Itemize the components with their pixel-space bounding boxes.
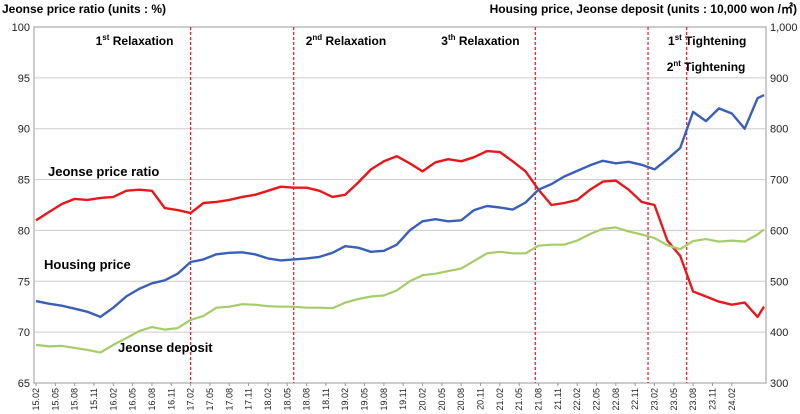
x-tick-label: 15.05 (50, 388, 60, 411)
right-tick-label: 300 (770, 378, 788, 390)
left-y-axis: 65 70 75 80 85 90 95 100 (12, 22, 30, 390)
left-axis-title: Jeonse price ratio (units : %) (2, 2, 166, 16)
series-lines (35, 94, 766, 354)
left-tick-label: 85 (18, 175, 30, 187)
x-tick-label: 18.11 (321, 388, 331, 410)
x-tick-label: 17.08 (224, 388, 234, 411)
x-tick-label: 19.08 (379, 388, 389, 411)
x-tick-label: 18.08 (302, 388, 312, 411)
event-label: 2nd Relaxation (306, 33, 387, 48)
left-tick-label: 70 (18, 327, 30, 339)
x-tick-label: 19.05 (360, 388, 370, 411)
x-tick-label: 18.02 (263, 388, 273, 411)
right-tick-label: 700 (770, 175, 788, 187)
series-label-deposit: Jeonse deposit (118, 340, 213, 355)
x-tick-label: 15.02 (31, 388, 41, 411)
x-tick-label: 17.02 (186, 388, 196, 411)
event-label: 2nt Tightening (667, 59, 746, 74)
x-tick-label: 21.11 (553, 388, 563, 410)
x-tick-label: 22.11 (630, 388, 640, 410)
right-tick-label: 600 (770, 225, 788, 237)
x-tick-label: 21.08 (534, 388, 544, 411)
left-tick-label: 75 (18, 276, 30, 288)
right-tick-label: 400 (770, 327, 788, 339)
x-tick-label: 23.05 (669, 388, 679, 411)
plot-frame (33, 26, 767, 384)
x-tick-label: 16.05 (128, 388, 138, 411)
right-y-axis: 300 400 500 600 700 800 900 1,000 (770, 22, 798, 390)
x-tick-label: 19.11 (398, 388, 408, 410)
policy-events: 1st Relaxation 2nd Relaxation 3th Relaxati… (96, 27, 746, 383)
x-tick-label: 23.08 (688, 388, 698, 411)
series-label-housing: Housing price (44, 257, 131, 272)
x-tick-label: 24.02 (727, 388, 737, 411)
x-tick-label: 22.08 (611, 388, 621, 411)
right-tick-label: 900 (770, 73, 788, 85)
x-tick-label: 22.02 (572, 388, 582, 411)
event-label: 3th Relaxation (441, 33, 519, 48)
series-line-housing (35, 94, 765, 319)
x-tick-label: 16.11 (166, 388, 176, 410)
x-tick-label: 15.11 (89, 388, 99, 410)
x-tick-label: 17.11 (244, 388, 254, 410)
x-tick-label: 20.02 (418, 388, 428, 411)
x-tick-label: 16.02 (108, 388, 118, 411)
series-line-ratio (35, 149, 766, 319)
x-tick-label: 23.11 (707, 388, 717, 410)
series-label-ratio: Jeonse price ratio (48, 164, 159, 179)
right-tick-label: 1,000 (770, 22, 798, 34)
x-tick-label: 22.05 (591, 388, 601, 411)
x-tick-label: 20.08 (456, 388, 466, 411)
left-tick-label: 80 (18, 225, 30, 237)
right-tick-label: 800 (770, 124, 788, 136)
x-tick-label: 20.11 (476, 388, 486, 410)
x-axis: 15.02 15.05 15.08 15.11 16.02 16.05 16.08 16.11… (31, 383, 737, 411)
x-tick-label: 21.05 (514, 388, 524, 411)
right-tick-label: 500 (770, 276, 788, 288)
x-tick-label: 15.08 (70, 388, 80, 411)
left-tick-label: 100 (12, 22, 30, 34)
x-tick-label: 21.02 (495, 388, 505, 411)
event-label: 1st Tightening (668, 33, 746, 48)
left-tick-label: 90 (18, 124, 30, 136)
plot-area (33, 26, 767, 384)
left-tick-label: 95 (18, 73, 30, 85)
left-tick-label: 65 (18, 378, 30, 390)
x-tick-label: 20.05 (437, 388, 447, 411)
event-label: 1st Relaxation (96, 33, 174, 48)
x-tick-label: 18.05 (282, 388, 292, 411)
x-tick-label: 16.08 (147, 388, 157, 411)
series-line-deposit (35, 226, 765, 354)
x-tick-label: 23.02 (649, 388, 659, 411)
x-tick-label: 17.05 (205, 388, 215, 411)
x-tick-label: 19.02 (340, 388, 350, 411)
right-axis-title: Housing price, Jeonse deposit (units : 1… (490, 1, 797, 16)
